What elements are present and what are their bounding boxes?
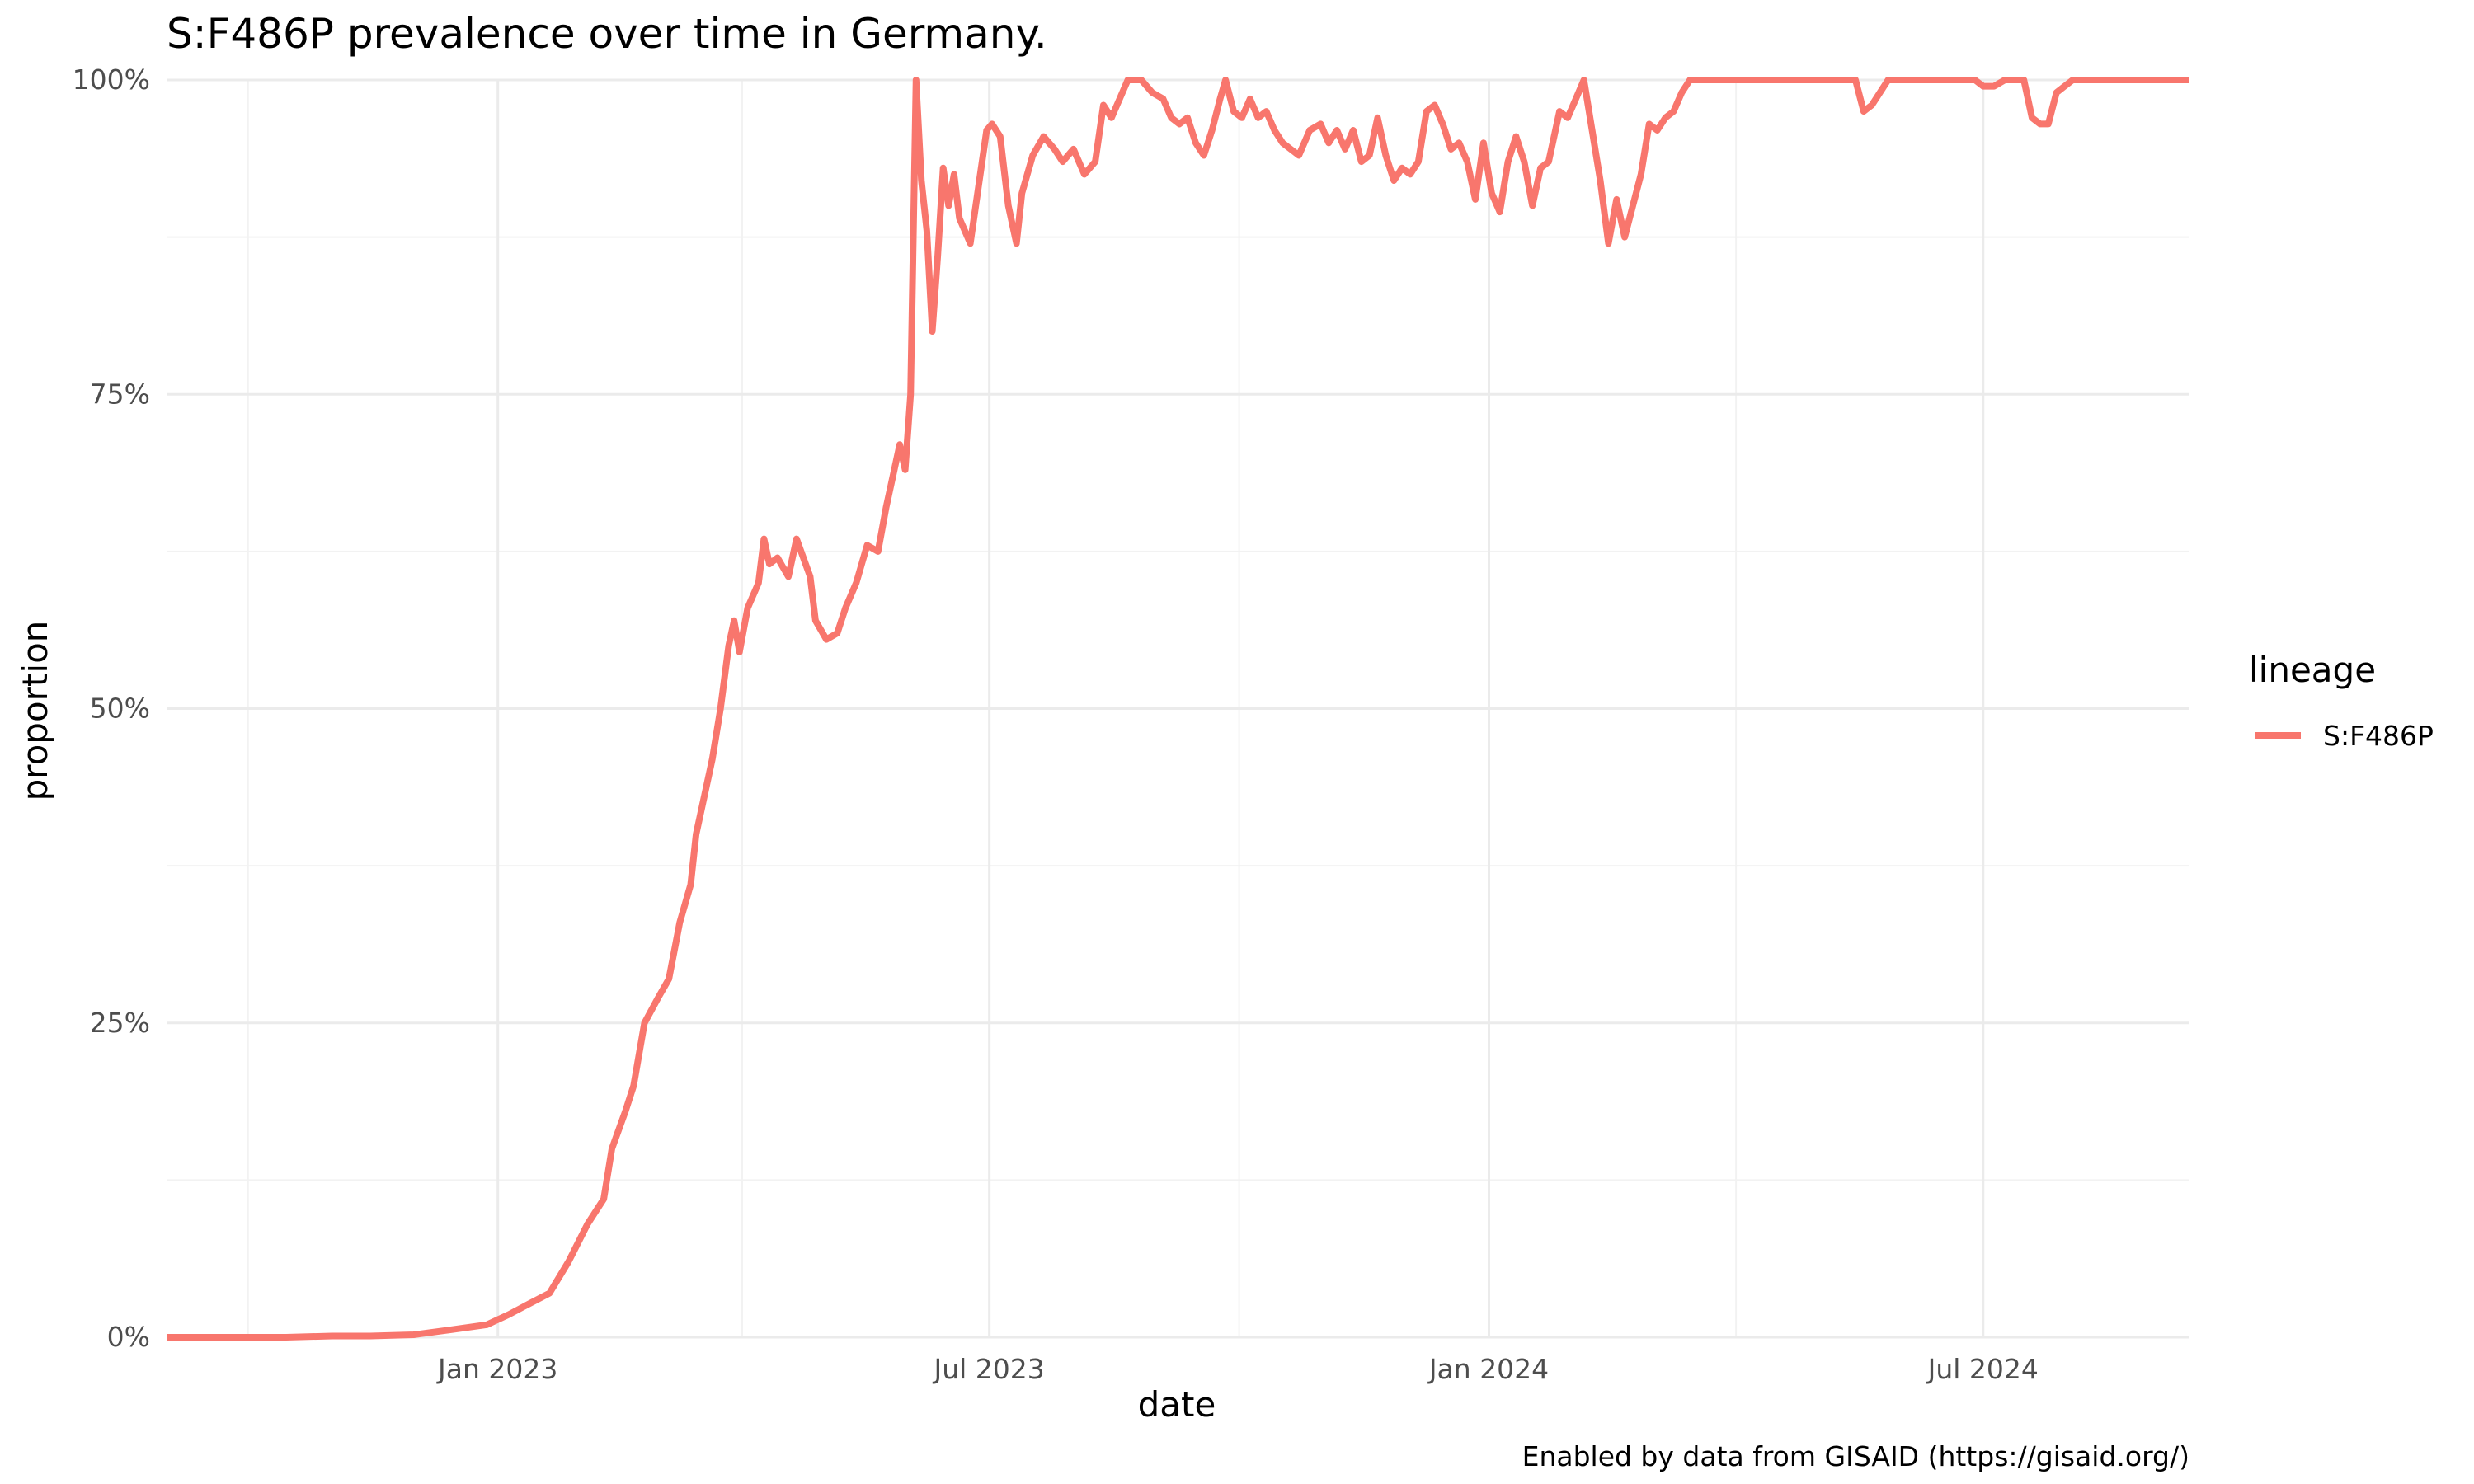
chart-title: S:F486P prevalence over time in Germany.	[167, 10, 1047, 58]
y-tick-label: 25%	[90, 1007, 150, 1039]
y-axis-title: proportion	[15, 621, 55, 801]
legend-label: S:F486P	[2323, 720, 2434, 752]
y-tick-label: 100%	[73, 63, 150, 96]
x-tick-label: Jan 2024	[1427, 1353, 1549, 1385]
grid-lines	[167, 78, 2189, 1339]
x-axis-title: date	[1138, 1384, 1216, 1425]
x-tick-label: Jul 2023	[933, 1353, 1045, 1385]
series-lines	[167, 77, 2189, 1341]
series-line	[167, 77, 2189, 1341]
y-tick-label: 50%	[90, 693, 150, 725]
y-axis-ticks: 0% 25% 50% 75% 100%	[73, 63, 150, 1353]
y-tick-label: 75%	[90, 378, 150, 410]
x-tick-label: Jul 2024	[1926, 1353, 2039, 1385]
legend-title: lineage	[2249, 650, 2376, 690]
y-tick-label: 0%	[107, 1321, 150, 1353]
chart-caption: Enabled by data from GISAID (https://gis…	[1522, 1440, 2189, 1472]
legend: S:F486P	[2255, 720, 2434, 752]
x-tick-label: Jan 2023	[436, 1353, 557, 1385]
x-axis-ticks: Jan 2023 Jul 2023 Jan 2024 Jul 2024	[436, 1353, 2039, 1385]
